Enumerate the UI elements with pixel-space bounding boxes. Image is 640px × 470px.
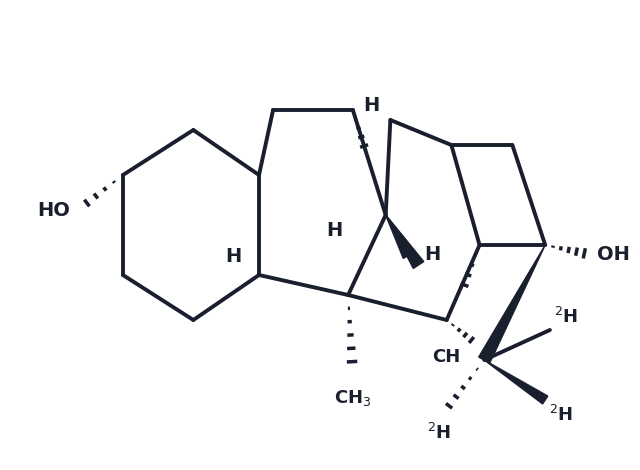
Polygon shape	[484, 360, 548, 404]
Polygon shape	[386, 215, 415, 259]
Text: $^2$H: $^2$H	[428, 423, 451, 443]
Polygon shape	[479, 245, 545, 363]
Text: OH: OH	[597, 245, 630, 265]
Text: $^2$H: $^2$H	[549, 405, 573, 425]
Text: CH: CH	[433, 348, 461, 367]
Text: H: H	[225, 247, 241, 266]
Polygon shape	[386, 215, 424, 268]
Text: CH$_3$: CH$_3$	[334, 388, 372, 408]
Text: H: H	[364, 95, 380, 115]
Text: H: H	[326, 220, 342, 240]
Text: HO: HO	[37, 201, 70, 219]
Text: $^2$H: $^2$H	[554, 307, 578, 328]
Text: H: H	[424, 245, 441, 265]
